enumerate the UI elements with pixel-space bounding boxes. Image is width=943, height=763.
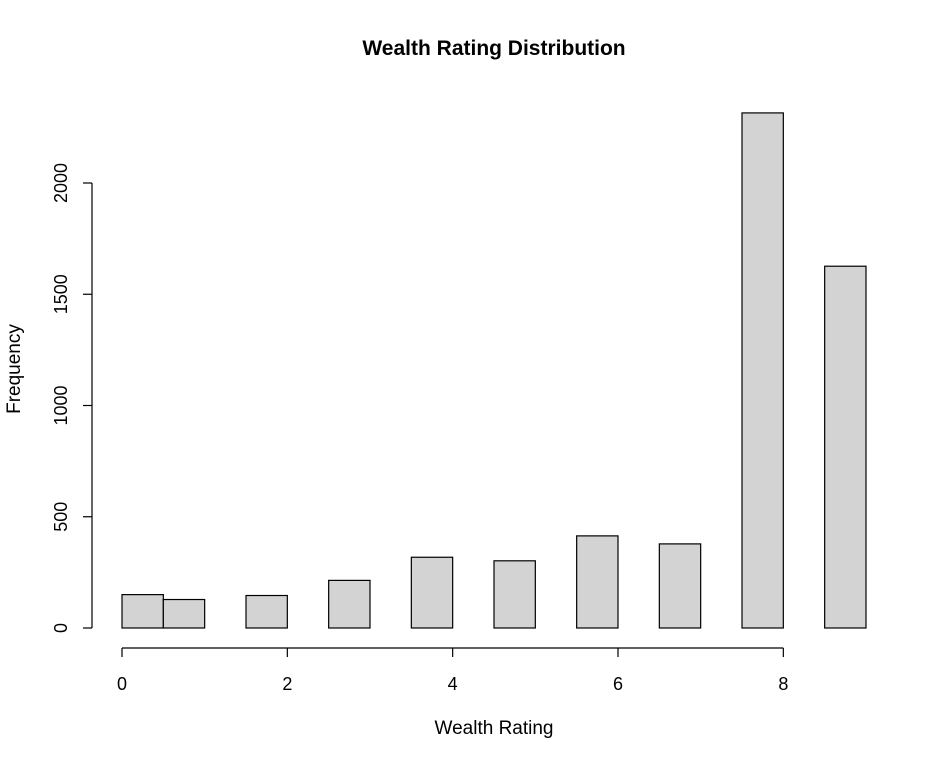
bars-group [121,112,867,629]
histogram-bar [824,265,867,629]
x-axis-label: Wealth Rating [435,718,554,739]
histogram-bar [121,594,164,629]
histogram-bar [410,556,454,629]
histogram-bar [658,543,702,629]
histogram-bar [493,560,536,629]
histogram-bar [162,598,206,629]
x-tick-label: 8 [778,674,788,694]
y-tick-label: 2000 [51,163,71,203]
histogram-bar [245,594,288,629]
y-tick-label: 1000 [51,385,71,425]
y-tick-label: 1500 [51,274,71,314]
y-tick-label: 0 [51,623,71,633]
histogram-bar [741,112,784,629]
x-tick-label: 6 [613,674,623,694]
x-tick-label: 4 [448,674,458,694]
x-axis: 0 2 4 6 8 [117,647,788,694]
y-axis: 0 500 1000 1500 2000 [51,163,93,633]
chart-title: Wealth Rating Distribution [362,37,625,60]
y-tick-label: 500 [51,502,71,532]
y-axis-label: Frequency [4,324,25,414]
histogram-bar [328,579,371,629]
x-tick-label: 0 [117,674,127,694]
x-tick-label: 2 [282,674,292,694]
histogram-bar [576,535,619,629]
